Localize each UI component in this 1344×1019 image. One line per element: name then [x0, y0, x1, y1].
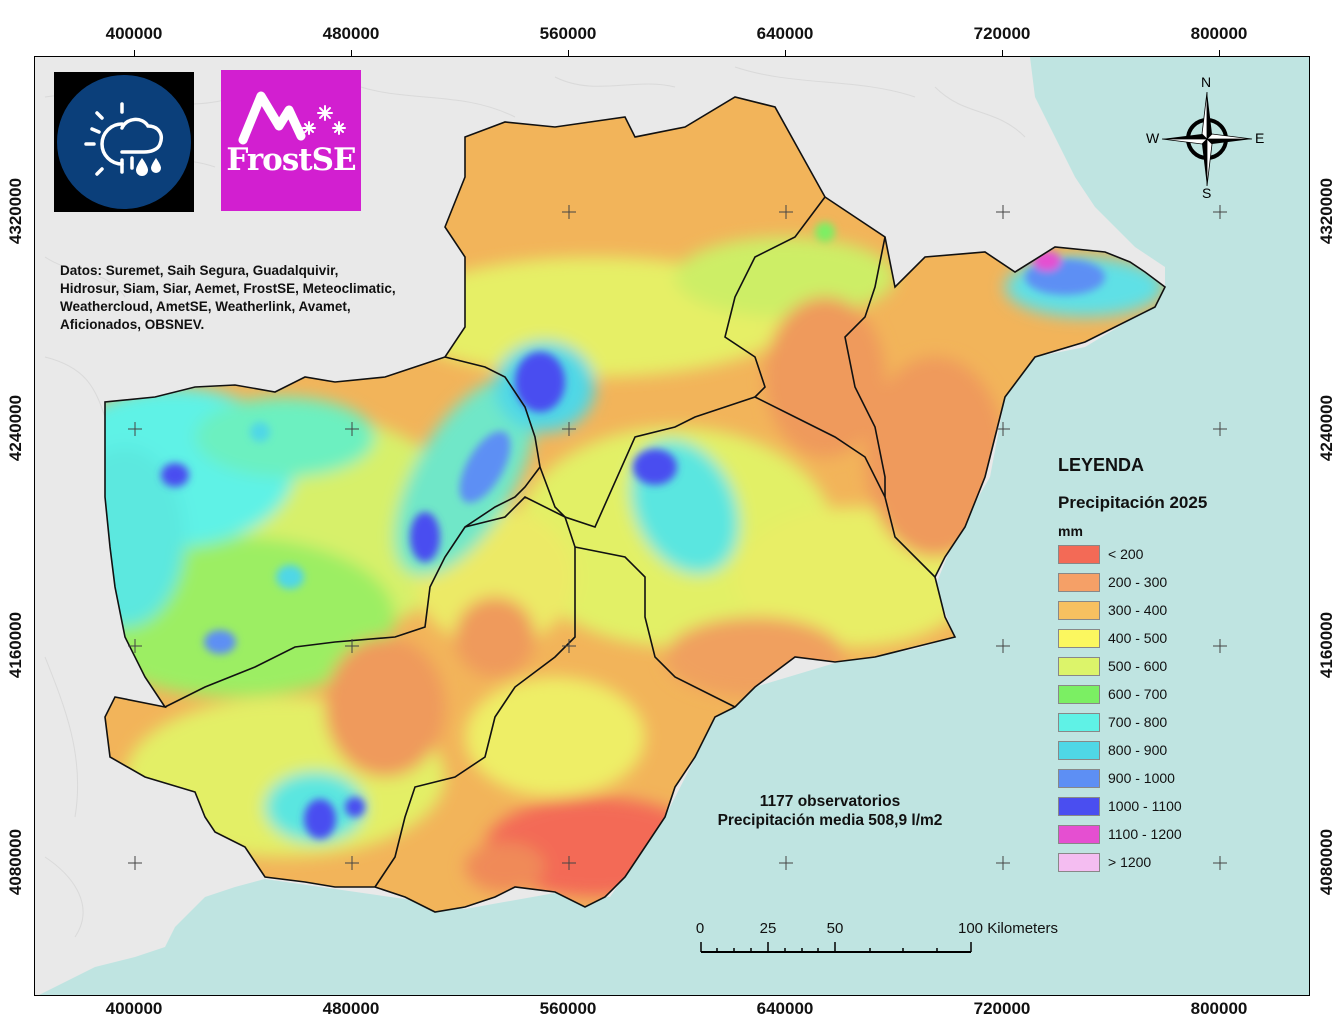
x-tick-top: 720000 — [973, 24, 1031, 43]
legend-label: 300 - 400 — [1108, 602, 1168, 618]
legend-label: < 200 — [1108, 546, 1144, 562]
x-tick-bottom: 720000 — [973, 999, 1031, 1018]
legend-item: 800 - 900 — [1058, 741, 1318, 769]
legend-label: 500 - 600 — [1108, 658, 1168, 674]
x-tick-bottom: 560000 — [539, 999, 597, 1018]
mean-precipitation: Precipitación media 508,9 l/m2 — [717, 812, 943, 829]
data-sources: Datos: Suremet, Saih Segura, Guadalquivi… — [60, 262, 480, 334]
legend-swatch — [1058, 629, 1100, 648]
legend-label: 800 - 900 — [1108, 742, 1168, 758]
frame-tick — [1219, 50, 1220, 56]
compass-e: E — [1255, 130, 1265, 146]
legend-item: 200 - 300 — [1058, 573, 1318, 601]
legend-item: 700 - 800 — [1058, 713, 1318, 741]
legend-label: 600 - 700 — [1108, 686, 1168, 702]
legend-swatch — [1058, 657, 1100, 676]
frostse-logo: FrostSE — [221, 70, 361, 211]
x-tick-top: 800000 — [1190, 24, 1248, 43]
observatories-count: 1177 observatorios — [759, 793, 901, 810]
scale-label: 50 — [826, 920, 844, 937]
sources-line: Hidrosur, Siam, Siar, Aemet, FrostSE, Me… — [60, 281, 396, 296]
scale-bar: 0 25 50 100 Kilometers — [696, 920, 1100, 960]
grid-crosses — [128, 205, 1227, 870]
scale-label: 100 Kilometers — [958, 920, 1059, 937]
sun-cloud-rain-icon — [57, 75, 191, 209]
legend-swatch — [1058, 601, 1100, 620]
map-frame — [34, 56, 1310, 996]
x-tick-bottom: 480000 — [322, 999, 380, 1018]
sources-line: Weathercloud, AmetSE, Weatherlink, Avame… — [60, 299, 351, 314]
legend-label: 1100 - 1200 — [1108, 826, 1182, 842]
north-arrow: N S E W — [1142, 74, 1272, 204]
legend-item: 1100 - 1200 — [1058, 825, 1318, 853]
precipitation-map — [35, 57, 1227, 995]
legend-swatch — [1058, 741, 1100, 760]
legend-item: 400 - 500 — [1058, 629, 1318, 657]
legend-title: LEYENDA — [1058, 455, 1145, 475]
legend-item: < 200 — [1058, 545, 1318, 573]
x-tick-bottom: 800000 — [1190, 999, 1248, 1018]
legend-item: 500 - 600 — [1058, 657, 1318, 685]
x-tick-top: 560000 — [539, 24, 597, 43]
legend-item: 300 - 400 — [1058, 601, 1318, 629]
frame-tick — [568, 50, 569, 56]
legend-label: 1000 - 1100 — [1108, 798, 1182, 814]
legend-label: 900 - 1000 — [1108, 770, 1175, 786]
legend-swatch — [1058, 825, 1100, 844]
compass-n: N — [1201, 74, 1212, 90]
x-tick-top: 480000 — [322, 24, 380, 43]
legend-label: 200 - 300 — [1108, 574, 1168, 590]
frame-tick — [351, 50, 352, 56]
frostse-name: FrostSE — [226, 142, 356, 178]
legend-swatch — [1058, 685, 1100, 704]
legend-swatch — [1058, 545, 1100, 564]
x-tick-bottom: 640000 — [756, 999, 814, 1018]
frame-tick — [785, 50, 786, 56]
compass-rose-icon — [1161, 91, 1253, 187]
legend-swatch — [1058, 573, 1100, 592]
legend-item: 900 - 1000 — [1058, 769, 1318, 797]
frame-tick — [134, 50, 135, 56]
legend-item: > 1200 — [1058, 853, 1318, 881]
x-tick-bottom: 400000 — [105, 999, 163, 1018]
sources-line: Datos: Suremet, Saih Segura, Guadalquivi… — [60, 263, 339, 278]
x-tick-top: 640000 — [756, 24, 814, 43]
scale-ruler — [700, 942, 972, 953]
legend-swatch — [1058, 713, 1100, 732]
sources-line: Aficionados, OBSNEV. — [60, 317, 205, 332]
legend-swatch — [1058, 853, 1100, 872]
scale-label: 0 — [695, 920, 705, 937]
legend-swatch — [1058, 769, 1100, 788]
legend-subtitle: Precipitación 2025 — [1058, 493, 1208, 512]
compass-s: S — [1202, 185, 1212, 201]
legend-unit: mm — [1058, 523, 1083, 539]
weather-logo — [54, 72, 194, 212]
legend-swatch — [1058, 797, 1100, 816]
province-boundaries — [104, 96, 1167, 913]
legend-label: > 1200 — [1108, 854, 1152, 870]
legend-label: 700 - 800 — [1108, 714, 1168, 730]
stats: 1177 observatorios Precipitación media 5… — [690, 792, 970, 830]
legend-label: 400 - 500 — [1108, 630, 1168, 646]
legend-item: 600 - 700 — [1058, 685, 1318, 713]
scale-label: 25 — [759, 920, 777, 937]
mountain-snowflake-icon — [238, 91, 346, 145]
frame-tick — [1002, 50, 1003, 56]
legend: LEYENDA Precipitación 2025 mm < 200 200 -… — [1058, 455, 1318, 881]
compass-w: W — [1146, 130, 1160, 146]
legend-item: 1000 - 1100 — [1058, 797, 1318, 825]
x-tick-top: 400000 — [105, 24, 163, 43]
legend-items: < 200 200 - 300 300 - 400 400 - 500 500 - 60… — [1058, 545, 1318, 881]
